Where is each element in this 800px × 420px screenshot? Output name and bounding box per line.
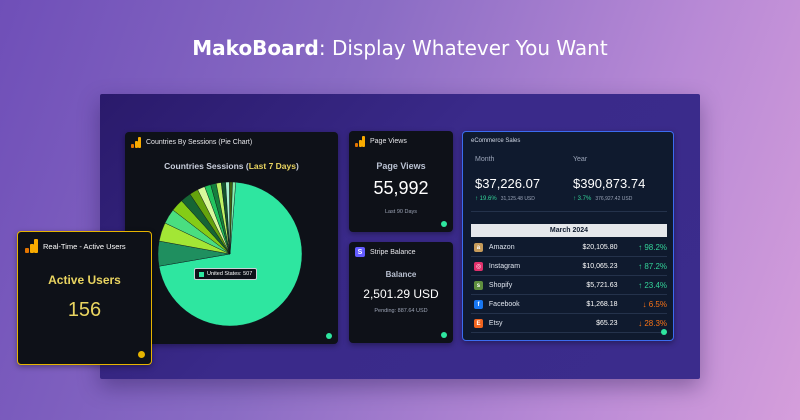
- pie-slice-14[interactable]: [229, 181, 236, 255]
- status-dot: [441, 221, 447, 227]
- row-amount: $20,105.80: [582, 244, 618, 251]
- year-change: ↑ 3.7% 376,927.42 USD: [573, 196, 632, 202]
- countries-pie-chart[interactable]: [155, 179, 305, 329]
- row-amount: $10,065.23: [582, 263, 618, 270]
- card-header: Real-Time - Active Users: [25, 239, 126, 253]
- facebook-icon: f: [474, 300, 483, 309]
- realtime-active-users-card[interactable]: Real-Time - Active Users Active Users 15…: [17, 231, 152, 365]
- card-title: Real-Time - Active Users: [43, 241, 126, 251]
- card-header: Page Views: [355, 136, 407, 147]
- stripe-balance-card[interactable]: S Stripe Balance Balance 2,501.29 USD Pe…: [349, 242, 453, 343]
- row-name: Instagram: [488, 263, 521, 270]
- row-name: Facebook: [488, 301, 520, 308]
- row-name: Shopify: [488, 282, 513, 289]
- active-users-label: Active Users: [48, 273, 121, 287]
- balance-value: 2,501.29 USD: [363, 287, 439, 301]
- row-change: ↑ 87.2%: [638, 262, 667, 271]
- status-dot: [138, 351, 145, 358]
- row-amount: $1,268.18: [586, 301, 618, 308]
- row-amount: $65.23: [596, 320, 618, 327]
- divider: [471, 211, 667, 212]
- card-title: Page Views: [370, 138, 407, 145]
- card-title: Countries By Sessions (Pie Chart): [146, 139, 253, 146]
- status-dot: [326, 333, 332, 339]
- status-dot: [441, 332, 447, 338]
- pie-subtitle-prefix: Countries Sessions (: [164, 161, 249, 171]
- google-analytics-icon: [131, 137, 141, 148]
- active-users-value: 156: [67, 299, 102, 321]
- table-row[interactable]: a Amazon $20,105.80 ↑ 98.2%: [471, 239, 667, 257]
- hero-title: MakoBoard: Display Whatever You Want: [0, 36, 800, 60]
- row-name: Amazon: [488, 244, 515, 251]
- year-change-pct: ↑ 3.7%: [573, 196, 592, 202]
- month-change: ↑ 19.6% 31,125.48 USD: [475, 196, 535, 202]
- page-views-label: Page Views: [376, 161, 426, 171]
- card-header: Countries By Sessions (Pie Chart): [131, 137, 252, 148]
- card-title: Stripe Balance: [370, 248, 416, 256]
- page-views-note: Last 90 Days: [384, 209, 418, 215]
- year-label: Year: [573, 156, 588, 163]
- shopify-icon: s: [474, 281, 483, 290]
- etsy-icon: E: [474, 319, 483, 328]
- status-dot: [661, 329, 667, 335]
- ecommerce-sales-card[interactable]: eCommerce Sales Month Year $37,226.07 $3…: [462, 131, 674, 341]
- month-change-pct: ↑ 19.6%: [475, 196, 497, 202]
- month-label: Month: [475, 156, 495, 163]
- balance-label: Balance: [385, 270, 417, 279]
- tooltip-swatch: [199, 271, 204, 277]
- card-title: eCommerce Sales: [471, 138, 521, 144]
- row-name: Etsy: [488, 320, 503, 327]
- hero-tagline: : Display Whatever You Want: [318, 36, 608, 60]
- period-header: March 2024: [471, 224, 667, 237]
- pie-subtitle-suffix: ): [295, 161, 299, 171]
- row-change: ↑ 23.4%: [638, 281, 667, 290]
- card-header: S Stripe Balance: [355, 247, 416, 257]
- month-prev: 31,125.48 USD: [500, 196, 535, 202]
- countries-pie-card[interactable]: Countries By Sessions (Pie Chart) Countr…: [125, 132, 338, 344]
- stripe-icon: S: [355, 247, 365, 257]
- table-row[interactable]: s Shopify $5,721.63 ↑ 23.4%: [471, 277, 667, 295]
- row-change: ↑ 98.2%: [638, 243, 667, 252]
- row-change: ↓ 6.5%: [642, 300, 667, 309]
- google-analytics-icon: [355, 136, 365, 147]
- table-row[interactable]: ◎ Instagram $10,065.23 ↑ 87.2%: [471, 258, 667, 276]
- pie-slice-united-states[interactable]: [158, 182, 303, 327]
- amazon-icon: a: [474, 243, 483, 252]
- instagram-icon: ◎: [474, 262, 483, 271]
- month-value: $37,226.07: [475, 176, 541, 191]
- pie-subtitle: Countries Sessions (Last 7 Days): [125, 161, 338, 171]
- row-amount: $5,721.63: [586, 282, 618, 289]
- pending-note: Pending: 887.64 USD: [374, 308, 428, 314]
- pie-tooltip: United States: 507: [194, 268, 258, 280]
- google-analytics-icon: [25, 239, 38, 253]
- pie-subtitle-range: Last 7 Days: [248, 161, 296, 171]
- table-row[interactable]: f Facebook $1,268.18 ↓ 6.5%: [471, 296, 667, 314]
- year-value: $390,873.74: [573, 176, 646, 191]
- page-views-card[interactable]: Page Views Page Views 55,992 Last 90 Day…: [349, 131, 453, 232]
- row-change: ↓ 28.3%: [638, 319, 667, 328]
- table-row[interactable]: E Etsy $65.23 ↓ 28.3%: [471, 315, 667, 333]
- tooltip-text: United States: 507: [207, 271, 253, 277]
- hero-brand: MakoBoard: [192, 36, 319, 60]
- page-views-value: 55,992: [373, 178, 429, 198]
- year-prev: 376,927.42 USD: [595, 196, 633, 202]
